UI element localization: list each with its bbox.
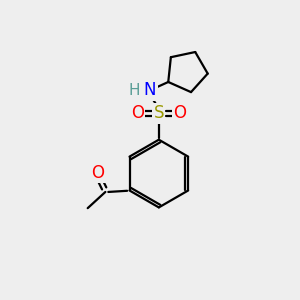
Text: N: N bbox=[144, 81, 156, 99]
Text: H: H bbox=[129, 83, 140, 98]
Text: S: S bbox=[154, 104, 164, 122]
Text: O: O bbox=[131, 104, 144, 122]
Text: O: O bbox=[173, 104, 187, 122]
Text: O: O bbox=[92, 164, 104, 182]
